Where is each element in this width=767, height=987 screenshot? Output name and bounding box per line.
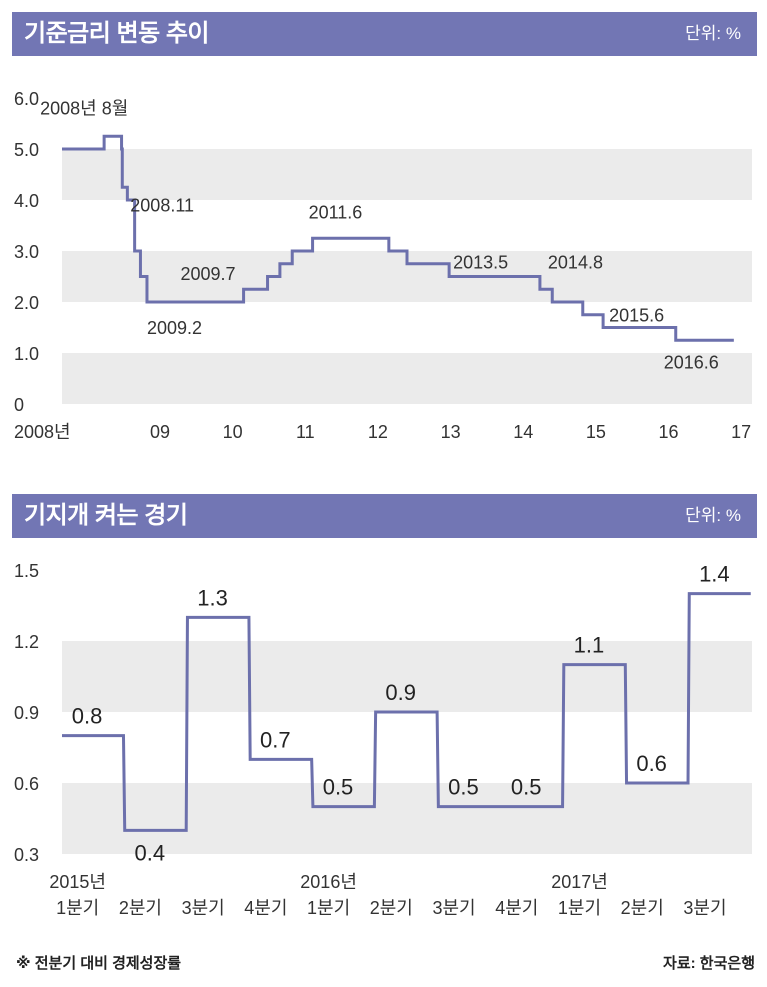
category-label: 2분기	[621, 898, 664, 918]
y-tick-label: 0.9	[14, 703, 39, 723]
value-label: 0.5	[323, 775, 354, 800]
growth-chart: 1.5 1.2 0.9 0.6 0.3 0.8 0.4 1.3 0.7 0.5 0.9 0.5 0.5 1…	[14, 561, 752, 918]
category-label: 1분기	[56, 898, 99, 918]
value-label: 0.4	[135, 840, 166, 865]
annotation-label: 2016.6	[664, 352, 719, 372]
x-tick-label: 2008년	[14, 422, 71, 442]
category-label: 1분기	[558, 898, 601, 918]
year-label: 2015년	[49, 872, 106, 892]
x-tick-label: 16	[658, 422, 678, 442]
annotation-label: 2015.6	[609, 306, 664, 326]
chart1-header: 기준금리 변동 추이 단위: %	[12, 12, 757, 56]
growth-series-line	[62, 592, 751, 832]
chart2-title: 기지개 켜는 경기	[24, 502, 188, 529]
value-label: 0.5	[511, 775, 542, 800]
grid-band	[62, 783, 752, 854]
value-label: 0.6	[636, 751, 667, 776]
x-tick-label: 17	[731, 422, 751, 442]
grid-band	[62, 641, 752, 712]
y-tick-label: 0.3	[14, 845, 39, 865]
category-label: 4분기	[244, 898, 287, 918]
x-tick-label: 12	[368, 422, 388, 442]
year-label: 2016년	[300, 872, 357, 892]
annotation-label: 2009.7	[181, 264, 236, 284]
value-label: 1.3	[197, 585, 228, 610]
chart2-header: 기지개 켜는 경기 단위: %	[12, 494, 757, 538]
category-label: 3분기	[182, 898, 225, 918]
value-label: 0.8	[72, 704, 103, 729]
y-tick-label: 0.6	[14, 774, 39, 794]
category-label: 3분기	[683, 898, 726, 918]
y-tick-label: 3.0	[14, 242, 39, 262]
annotation-label: 2009.2	[147, 318, 202, 338]
y-tick-label: 0	[14, 395, 24, 415]
value-label: 0.7	[260, 727, 291, 752]
value-label: 1.4	[699, 562, 730, 587]
rate-series-line	[62, 134, 734, 342]
annotation-label: 2011.6	[309, 202, 363, 222]
category-label: 3분기	[432, 898, 475, 918]
y-tick-label: 1.0	[14, 344, 39, 364]
chart1-title: 기준금리 변동 추이	[24, 20, 209, 47]
x-tick-label: 10	[223, 422, 243, 442]
y-tick-label: 6.0	[14, 89, 39, 109]
x-tick-label: 13	[441, 422, 461, 442]
rate-chart: 6.0 5.0 4.0 3.0 2.0 1.0 0 2008년 09 10 11 12 13 14 15 16…	[14, 89, 752, 442]
y-tick-label: 1.5	[14, 561, 39, 581]
annotation-label: 2014.8	[548, 253, 603, 273]
x-tick-label: 11	[296, 422, 315, 442]
x-tick-label: 14	[513, 422, 533, 442]
chart2-unit-label: 단위: %	[685, 506, 741, 525]
year-label: 2017년	[551, 872, 608, 892]
grid-band	[62, 149, 752, 200]
grid-band	[62, 353, 752, 404]
annotation-label: 2013.5	[453, 253, 508, 273]
category-label: 2분기	[370, 898, 413, 918]
annotation-label: 2008.11	[130, 195, 194, 215]
chart1-unit-label: 단위: %	[685, 24, 741, 43]
value-label: 0.5	[448, 775, 479, 800]
y-tick-label: 4.0	[14, 191, 39, 211]
value-label: 0.9	[385, 680, 416, 705]
y-tick-label: 1.2	[14, 632, 39, 652]
value-label: 1.1	[574, 633, 605, 658]
category-label: 4분기	[495, 898, 538, 918]
footer-note: ※ 전분기 대비 경제성장률	[16, 955, 182, 972]
y-tick-label: 2.0	[14, 293, 39, 313]
category-label: 2분기	[119, 898, 162, 918]
category-label: 1분기	[307, 898, 350, 918]
footer-source: 자료: 한국은행	[663, 955, 755, 972]
y-tick-label: 5.0	[14, 140, 39, 160]
x-tick-label: 15	[586, 422, 606, 442]
x-tick-label: 09	[150, 422, 170, 442]
annotation-label: 2008년 8월	[40, 98, 128, 118]
